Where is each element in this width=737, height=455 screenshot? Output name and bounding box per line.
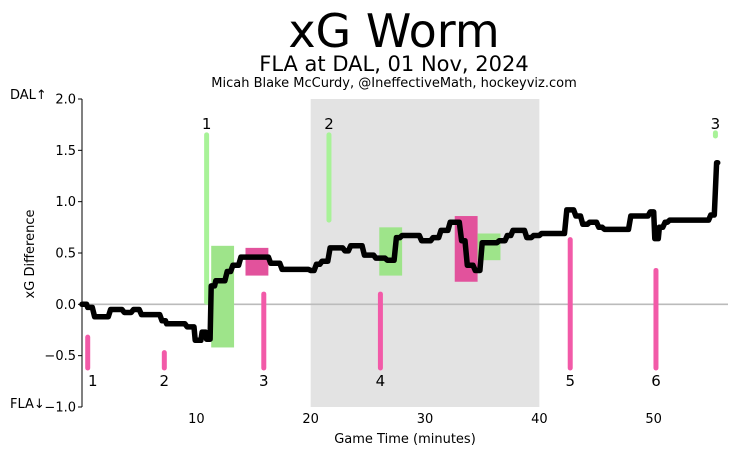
penalty-box-dal — [211, 245, 235, 348]
goal-label-fla: 1 — [88, 372, 98, 390]
goal-label-fla: 4 — [376, 372, 386, 390]
y-tick-label: 0.0 — [55, 298, 76, 313]
goal-label-fla: 5 — [565, 372, 575, 390]
goal-label-fla: 2 — [160, 372, 170, 390]
y-tick-label: 1.5 — [55, 144, 76, 159]
goal-label-fla: 6 — [651, 372, 661, 390]
y-tick-label: 2.0 — [55, 93, 76, 108]
chart-title: xG Worm — [288, 4, 499, 58]
goal-label-dal: 1 — [202, 115, 212, 133]
y-tick-label: 1.0 — [55, 195, 76, 210]
goal-label-fla: 3 — [259, 372, 269, 390]
x-axis-label: Game Time (minutes) — [334, 432, 476, 447]
x-tick-label: 20 — [302, 412, 319, 427]
penalty-box-fla — [245, 247, 269, 276]
goal-label-dal: 3 — [711, 115, 721, 133]
y-tick-label: 0.5 — [55, 247, 76, 262]
xg-worm-line — [79, 159, 721, 344]
y-tick-label: −1.0 — [44, 401, 76, 416]
x-tick-label: 30 — [417, 412, 434, 427]
y-axis-label: xG Difference — [23, 210, 38, 299]
team-up-label: DAL↑ — [10, 88, 47, 103]
x-tick-label: 10 — [188, 412, 205, 427]
goal-label-dal: 2 — [324, 115, 334, 133]
chart-subtitle: FLA at DAL, 01 Nov, 2024 — [259, 52, 528, 76]
penalty-box-dal — [379, 227, 403, 276]
x-tick-label: 50 — [645, 412, 662, 427]
chart-credit: Micah Blake McCurdy, @IneffectiveMath, h… — [211, 76, 577, 91]
team-down-label: FLA↓ — [10, 397, 45, 412]
plot-area: 1 2 3 4 5 6 1 2 3 −1.0 −0.5 0.0 0.5 1.0 1.5 2.0 10 20 30 40… — [44, 93, 728, 427]
x-tick-label: 40 — [531, 412, 548, 427]
y-tick-label: −0.5 — [44, 349, 76, 364]
